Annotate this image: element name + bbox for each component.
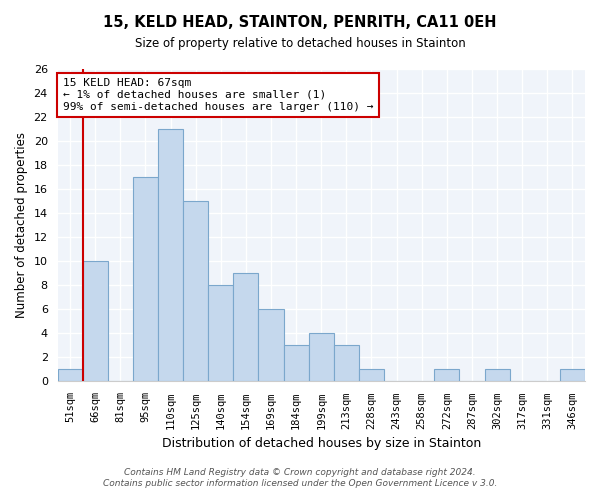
Bar <box>485 370 509 382</box>
Bar <box>208 286 233 382</box>
X-axis label: Distribution of detached houses by size in Stainton: Distribution of detached houses by size … <box>161 437 481 450</box>
Bar <box>58 370 83 382</box>
Y-axis label: Number of detached properties: Number of detached properties <box>15 132 28 318</box>
Bar <box>359 370 384 382</box>
Bar <box>259 310 284 382</box>
Bar <box>233 274 259 382</box>
Bar <box>334 346 359 382</box>
Text: Size of property relative to detached houses in Stainton: Size of property relative to detached ho… <box>134 38 466 51</box>
Bar <box>183 201 208 382</box>
Text: 15, KELD HEAD, STAINTON, PENRITH, CA11 0EH: 15, KELD HEAD, STAINTON, PENRITH, CA11 0… <box>103 15 497 30</box>
Bar <box>434 370 460 382</box>
Bar <box>83 262 108 382</box>
Bar <box>133 177 158 382</box>
Bar <box>158 129 183 382</box>
Text: Contains HM Land Registry data © Crown copyright and database right 2024.
Contai: Contains HM Land Registry data © Crown c… <box>103 468 497 487</box>
Text: 15 KELD HEAD: 67sqm
← 1% of detached houses are smaller (1)
99% of semi-detached: 15 KELD HEAD: 67sqm ← 1% of detached hou… <box>63 78 373 112</box>
Bar <box>560 370 585 382</box>
Bar <box>309 334 334 382</box>
Bar <box>284 346 309 382</box>
